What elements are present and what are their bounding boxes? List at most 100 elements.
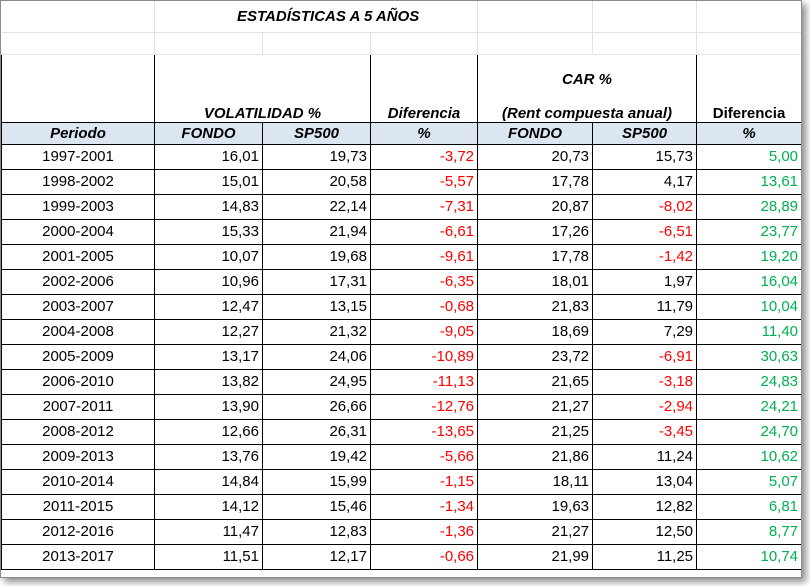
cell-car-sp500[interactable]: -3,18 bbox=[592, 369, 698, 395]
cell-car-fondo[interactable]: 23,72 bbox=[477, 344, 594, 370]
cell-periodo[interactable]: 2007-2011 bbox=[1, 394, 155, 420]
cell-vol-fondo[interactable]: 14,84 bbox=[154, 469, 263, 495]
cell-vol-fondo[interactable]: 13,90 bbox=[154, 394, 263, 420]
cell-car-dif[interactable]: 10,04 bbox=[696, 294, 801, 320]
title-spacer[interactable] bbox=[1, 1, 155, 33]
cell-car-fondo[interactable]: 21,27 bbox=[477, 519, 594, 545]
cell-vol-sp500[interactable]: 26,31 bbox=[262, 419, 371, 445]
cell-periodo[interactable]: 2003-2007 bbox=[1, 294, 155, 320]
cell-car-fondo[interactable]: 21,65 bbox=[477, 369, 594, 395]
cell-car-sp500[interactable]: 11,79 bbox=[592, 294, 698, 320]
cell-vol-sp500[interactable]: 24,06 bbox=[262, 344, 371, 370]
cell-vol-dif[interactable]: -5,66 bbox=[370, 444, 479, 470]
cell-car-sp500[interactable]: 12,50 bbox=[592, 519, 698, 545]
col-car-fondo[interactable]: FONDO bbox=[477, 121, 594, 145]
cell-vol-fondo[interactable]: 10,96 bbox=[154, 269, 263, 295]
cell-car-sp500[interactable]: -2,94 bbox=[592, 394, 698, 420]
cell-car-sp500[interactable]: -6,91 bbox=[592, 344, 698, 370]
cell-vol-fondo[interactable]: 13,76 bbox=[154, 444, 263, 470]
cell-car-dif[interactable]: 10,62 bbox=[696, 444, 801, 470]
cell-vol-fondo[interactable]: 13,17 bbox=[154, 344, 263, 370]
cell-periodo[interactable]: 2001-2005 bbox=[1, 244, 155, 270]
cell-vol-sp500[interactable]: 19,73 bbox=[262, 144, 371, 170]
cell-car-sp500[interactable]: -6,51 bbox=[592, 219, 698, 245]
cell-vol-dif[interactable]: -1,34 bbox=[370, 494, 479, 520]
cell-vol-sp500[interactable]: 17,31 bbox=[262, 269, 371, 295]
cell-periodo[interactable]: 1997-2001 bbox=[1, 144, 155, 170]
cell-vol-fondo[interactable]: 14,12 bbox=[154, 494, 263, 520]
cell-periodo[interactable]: 2005-2009 bbox=[1, 344, 155, 370]
cell-car-fondo[interactable]: 20,87 bbox=[477, 194, 594, 220]
cell-car-sp500[interactable]: -1,42 bbox=[592, 244, 698, 270]
cell-vol-dif[interactable]: -5,57 bbox=[370, 169, 479, 195]
cell-car-dif[interactable]: 23,77 bbox=[696, 219, 801, 245]
cell-car-dif[interactable]: 24,70 bbox=[696, 419, 801, 445]
cell-periodo[interactable]: 2002-2006 bbox=[1, 269, 155, 295]
cell-vol-dif[interactable]: -9,05 bbox=[370, 319, 479, 345]
cell-car-dif[interactable]: 10,74 bbox=[696, 544, 801, 570]
cell-car-fondo[interactable]: 21,86 bbox=[477, 444, 594, 470]
cell-vol-dif[interactable]: -1,36 bbox=[370, 519, 479, 545]
cell-car-sp500[interactable]: 1,97 bbox=[592, 269, 698, 295]
cell-vol-sp500[interactable]: 19,68 bbox=[262, 244, 371, 270]
cell-vol-fondo[interactable]: 12,27 bbox=[154, 319, 263, 345]
cell-car-dif[interactable]: 19,20 bbox=[696, 244, 801, 270]
cell-periodo[interactable]: 2000-2004 bbox=[1, 219, 155, 245]
cell-car-fondo[interactable]: 18,01 bbox=[477, 269, 594, 295]
cell-vol-dif[interactable]: -10,89 bbox=[370, 344, 479, 370]
cell-car-fondo[interactable]: 18,69 bbox=[477, 319, 594, 345]
cell-car-dif[interactable]: 24,21 bbox=[696, 394, 801, 420]
cell-vol-fondo[interactable]: 12,66 bbox=[154, 419, 263, 445]
cell-periodo[interactable]: 2010-2014 bbox=[1, 469, 155, 495]
cell-vol-dif[interactable]: -9,61 bbox=[370, 244, 479, 270]
cell-vol-dif[interactable]: -3,72 bbox=[370, 144, 479, 170]
cell-vol-dif[interactable]: -7,31 bbox=[370, 194, 479, 220]
col-car-sp500[interactable]: SP500 bbox=[592, 121, 698, 145]
cell-periodo[interactable]: 1998-2002 bbox=[1, 169, 155, 195]
cell-periodo[interactable]: 1999-2003 bbox=[1, 194, 155, 220]
cell-vol-dif[interactable]: -6,35 bbox=[370, 269, 479, 295]
cell-car-sp500[interactable]: 12,82 bbox=[592, 494, 698, 520]
cell-vol-fondo[interactable]: 12,47 bbox=[154, 294, 263, 320]
cell-vol-sp500[interactable]: 21,94 bbox=[262, 219, 371, 245]
cell-vol-sp500[interactable]: 20,58 bbox=[262, 169, 371, 195]
cell-car-fondo[interactable]: 17,78 bbox=[477, 169, 594, 195]
col-vol-fondo[interactable]: FONDO bbox=[154, 121, 263, 145]
cell-vol-sp500[interactable]: 13,15 bbox=[262, 294, 371, 320]
cell-periodo[interactable]: 2004-2008 bbox=[1, 319, 155, 345]
cell-vol-dif[interactable]: -13,65 bbox=[370, 419, 479, 445]
cell-periodo[interactable]: 2009-2013 bbox=[1, 444, 155, 470]
cell-car-sp500[interactable]: 15,73 bbox=[592, 144, 698, 170]
cell-vol-sp500[interactable]: 15,46 bbox=[262, 494, 371, 520]
cell-car-dif[interactable]: 11,40 bbox=[696, 319, 801, 345]
cell-vol-fondo[interactable]: 15,01 bbox=[154, 169, 263, 195]
cell-car-fondo[interactable]: 21,27 bbox=[477, 394, 594, 420]
col-vol-dif[interactable]: % bbox=[369, 121, 479, 145]
cell-vol-fondo[interactable]: 14,83 bbox=[154, 194, 263, 220]
cell-vol-sp500[interactable]: 22,14 bbox=[262, 194, 371, 220]
cell-car-fondo[interactable]: 17,26 bbox=[477, 219, 594, 245]
cell-vol-fondo[interactable]: 10,07 bbox=[154, 244, 263, 270]
cell-car-sp500[interactable]: 13,04 bbox=[592, 469, 698, 495]
cell-car-sp500[interactable]: -3,45 bbox=[592, 419, 698, 445]
cell-car-dif[interactable]: 13,61 bbox=[696, 169, 801, 195]
cell-vol-sp500[interactable]: 12,83 bbox=[262, 519, 371, 545]
cell-car-dif[interactable]: 5,07 bbox=[696, 469, 801, 495]
cell-vol-fondo[interactable]: 13,82 bbox=[154, 369, 263, 395]
volatilidad-header[interactable]: VOLATILIDAD % bbox=[154, 88, 371, 122]
cell-car-dif[interactable]: 8,77 bbox=[696, 519, 801, 545]
cell-car-fondo[interactable]: 20,73 bbox=[477, 144, 594, 170]
cell-car-fondo[interactable]: 17,78 bbox=[477, 244, 594, 270]
cell-vol-fondo[interactable]: 11,51 bbox=[154, 544, 263, 570]
cell-car-fondo[interactable]: 21,83 bbox=[477, 294, 594, 320]
cell-car-sp500[interactable]: -8,02 bbox=[592, 194, 698, 220]
cell-car-dif[interactable]: 24,83 bbox=[696, 369, 801, 395]
cell-car-dif[interactable]: 6,81 bbox=[696, 494, 801, 520]
cell-vol-sp500[interactable]: 12,17 bbox=[262, 544, 371, 570]
cell-vol-sp500[interactable]: 24,95 bbox=[262, 369, 371, 395]
cell-periodo[interactable]: 2013-2017 bbox=[1, 544, 155, 570]
cell-vol-dif[interactable]: -11,13 bbox=[370, 369, 479, 395]
cell-car-dif[interactable]: 5,00 bbox=[696, 144, 801, 170]
cell-car-fondo[interactable]: 21,99 bbox=[477, 544, 594, 570]
cell-vol-dif[interactable]: -1,15 bbox=[370, 469, 479, 495]
